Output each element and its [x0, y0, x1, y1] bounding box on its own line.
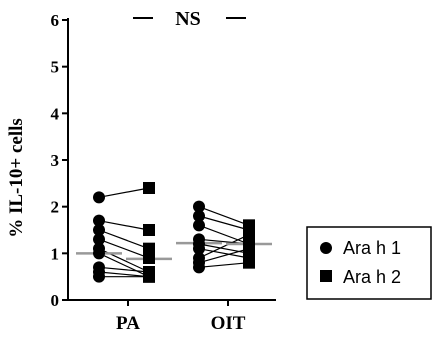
x-category-label-oit: OIT: [211, 313, 246, 334]
y-tick-label: 3: [51, 151, 60, 170]
data-points: [93, 182, 255, 283]
point-ara-h-1: [93, 214, 105, 227]
point-ara-h-2: [243, 242, 255, 255]
legend-circle-icon: [320, 242, 332, 254]
point-ara-h-2: [243, 228, 255, 241]
pair-line: [98, 229, 150, 250]
legend-entry-ara-h-1: Ara h 1: [343, 238, 401, 258]
point-ara-h-1: [193, 242, 205, 255]
pair-line: [98, 220, 150, 231]
point-ara-h-1: [93, 270, 105, 283]
point-ara-h-2: [143, 270, 155, 283]
x-category-label-pa: PA: [116, 313, 140, 334]
legend-entry-ara-h-2: Ara h 2: [343, 267, 401, 287]
significance-annotation: NS: [133, 8, 246, 30]
point-ara-h-1: [93, 224, 105, 236]
pair-line: [198, 262, 250, 268]
pair-line: [198, 243, 250, 254]
point-ara-h-2: [143, 224, 155, 236]
point-ara-h-1: [93, 247, 105, 260]
pair-line: [198, 206, 250, 226]
y-tick-label: 2: [51, 198, 60, 217]
y-axis-label: % IL-10+ cells: [6, 118, 27, 238]
y-tick-label: 0: [51, 291, 60, 310]
pair-line: [98, 266, 150, 273]
point-ara-h-2: [143, 182, 155, 194]
y-tick-label: 4: [51, 104, 60, 123]
legend: Ara h 1 Ara h 2: [306, 226, 432, 300]
pair-line: [98, 238, 150, 259]
pair-line: [98, 187, 150, 198]
point-ara-h-1: [193, 210, 205, 222]
pair-line: [198, 224, 250, 245]
legend-square-icon: [320, 270, 332, 282]
y-ticks: 0 1 2 3 4 5 6: [51, 11, 68, 310]
point-ara-h-1: [193, 261, 205, 274]
point-ara-h-1: [193, 219, 205, 232]
y-tick-label: 1: [51, 244, 60, 263]
y-tick-label: 5: [51, 58, 60, 77]
pair-line: [198, 248, 250, 259]
pair-line: [98, 252, 150, 278]
ns-label: NS: [175, 8, 201, 30]
point-ara-h-1: [93, 191, 105, 204]
pair-line: [198, 215, 250, 231]
pair-line: [198, 248, 250, 264]
point-ara-h-1: [93, 233, 105, 246]
point-ara-h-2: [243, 256, 255, 269]
pair-lines: [98, 187, 250, 278]
pair-line: [98, 271, 150, 278]
legend-box: [306, 226, 432, 300]
point-ara-h-2: [143, 242, 155, 255]
point-ara-h-1: [193, 200, 205, 213]
point-ara-h-2: [143, 252, 155, 264]
pair-line: [198, 234, 250, 259]
y-tick-label: 6: [51, 11, 60, 30]
x-categories: PA OIT: [116, 300, 246, 334]
